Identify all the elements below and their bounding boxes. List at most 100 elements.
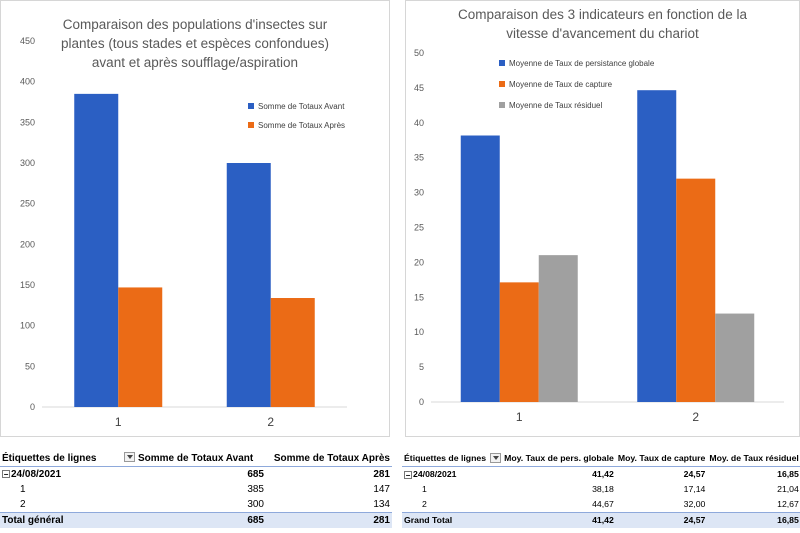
pivot-cell: 24,57	[615, 512, 708, 528]
x-tick-label: 1	[516, 410, 523, 424]
chart-plot: 0 50 100 150 200 250 300 350 400 450 1 2 Somme de To…	[20, 36, 347, 429]
chart-title: Comparaison des 3 indicateurs en fonctio…	[458, 7, 747, 41]
bar-2-series-1	[637, 90, 677, 402]
bar-1-series-3	[538, 255, 578, 402]
pivot-header-col: Moy. Taux de pers. globale	[504, 453, 614, 463]
y-tick-label: 0	[30, 402, 35, 412]
pivot-cell: 41,42	[592, 469, 614, 479]
legend-label: Somme de Totaux Après	[258, 121, 345, 130]
pivot-total-row: Grand Total 41,42 24,57 16,85	[402, 512, 800, 528]
y-tick-label: 50	[25, 361, 35, 371]
pivot-header-col: Moy. Taux de capture	[615, 451, 708, 467]
pivot-row-label: 2	[20, 499, 26, 510]
pivot-table-totaux: Étiquettes de lignes Somme de Totaux Ava…	[0, 451, 392, 528]
pivot-header-row: Étiquettes de lignes Moy. Taux de pers. …	[402, 451, 800, 467]
pivot-group-row: −24/08/2021 685 281	[0, 467, 392, 483]
y-tick-label: 45	[414, 83, 424, 93]
legend-label: Moyenne de Taux de persistance globale	[509, 59, 655, 68]
pivot-row: 1 385 147	[0, 482, 392, 497]
chart-panel-populations[interactable]: Comparaison des populations d'insectes s…	[0, 0, 390, 437]
bar-2-series-2	[676, 178, 716, 402]
pivot-header-row-labels: Étiquettes de lignes	[404, 453, 487, 463]
pivot-cell: 385	[247, 484, 264, 495]
x-tick-label: 2	[267, 415, 274, 429]
pivot-row: 2 44,67 32,00 12,67	[402, 497, 800, 513]
bar-2-series-3	[715, 313, 755, 402]
bar-1-series-2	[118, 287, 163, 407]
pivot-cell: 38,18	[592, 484, 614, 494]
y-tick-label: 50	[414, 48, 424, 58]
legend-label: Moyenne de Taux résiduel	[509, 101, 602, 110]
chart-plot: 0 5 10 15 20 25 30 35 40 45 50 1 2 Moyenne de Taux de…	[414, 48, 784, 424]
y-tick-label: 100	[20, 321, 35, 331]
y-tick-label: 300	[20, 158, 35, 168]
collapse-icon[interactable]: −	[404, 470, 412, 480]
y-tick-label: 450	[20, 36, 35, 46]
chart-title: Comparaison des populations d'insectes s…	[61, 17, 329, 70]
pivot-cell: 134	[373, 499, 390, 510]
pivot-total-row: Total général 685 281	[0, 512, 392, 528]
pivot-header-row-labels: Étiquettes de lignes	[2, 453, 97, 464]
pivot-cell: 685	[122, 512, 266, 528]
pivot-header-col: Somme de Totaux Après	[266, 451, 392, 467]
y-tick-label: 25	[414, 223, 424, 233]
chart-panel-indicateurs[interactable]: Comparaison des 3 indicateurs en fonctio…	[405, 0, 800, 437]
y-tick-label: 40	[414, 118, 424, 128]
y-tick-label: 10	[414, 327, 424, 337]
legend-label: Moyenne de Taux de capture	[509, 80, 613, 89]
pivot-cell: 24,57	[683, 469, 706, 479]
pivot-group-label: 24/08/2021	[11, 469, 62, 480]
legend-label: Somme de Totaux Avant	[258, 102, 345, 111]
pivot-cell: 44,67	[592, 499, 614, 509]
pivot-header-col: Somme de Totaux Avant	[138, 453, 254, 464]
bar-2-series-1	[226, 163, 271, 407]
pivot-row: 2 300 134	[0, 497, 392, 513]
y-tick-label: 250	[20, 199, 35, 209]
legend-swatch	[499, 60, 505, 66]
bar-1-series-2	[499, 282, 539, 402]
pivot-total-label: Total général	[0, 512, 122, 528]
pivot-row-label: 2	[422, 499, 427, 509]
y-tick-label: 35	[414, 153, 424, 163]
bar-1-series-1	[460, 135, 500, 402]
pivot-cell: 281	[373, 469, 390, 480]
pivot-group-label: 24/08/2021	[413, 469, 457, 479]
pivot-cell: 147	[373, 484, 390, 495]
filter-dropdown-icon[interactable]	[490, 452, 502, 463]
y-tick-label: 5	[419, 362, 424, 372]
y-tick-label: 15	[414, 292, 424, 302]
x-tick-label: 2	[692, 410, 699, 424]
bar-1-series-1	[74, 93, 119, 407]
pivot-table-indicateurs: Étiquettes de lignes Moy. Taux de pers. …	[402, 451, 800, 528]
pivot-row-label: 1	[422, 484, 427, 494]
pivot-cell: 17,14	[683, 484, 706, 494]
y-tick-label: 150	[20, 280, 35, 290]
pivot-header-col: Moy. de Taux résiduel	[707, 451, 800, 467]
pivot-group-row: −24/08/2021 41,42 24,57 16,85	[402, 467, 800, 483]
pivot-cell: 300	[247, 499, 264, 510]
y-tick-label: 0	[419, 397, 424, 407]
y-tick-label: 30	[414, 188, 424, 198]
pivot-row: 1 38,18 17,14 21,04	[402, 482, 800, 497]
pivot-cell: 12,67	[777, 499, 799, 509]
pivot-cell: 21,04	[777, 484, 799, 494]
y-tick-label: 200	[20, 239, 35, 249]
pivot-cell: 41,42	[488, 512, 616, 528]
pivot-header-row: Étiquettes de lignes Somme de Totaux Ava…	[0, 451, 392, 467]
legend-swatch	[248, 103, 254, 109]
pivot-total-label: Grand Total	[402, 512, 489, 528]
pivot-row-label: 1	[20, 484, 26, 495]
y-tick-label: 20	[414, 257, 424, 267]
pivot-cell: 685	[247, 469, 264, 480]
y-tick-label: 400	[20, 77, 35, 87]
pivot-cell: 16,85	[707, 512, 800, 528]
pivot-cell: 16,85	[777, 469, 799, 479]
legend-swatch	[248, 122, 254, 128]
legend-swatch	[499, 102, 505, 108]
legend-swatch	[499, 81, 505, 87]
filter-dropdown-icon[interactable]	[124, 452, 135, 463]
collapse-icon[interactable]: −	[2, 470, 10, 480]
y-tick-label: 350	[20, 117, 35, 127]
bar-2-series-2	[270, 298, 315, 407]
x-tick-label: 1	[115, 415, 122, 429]
